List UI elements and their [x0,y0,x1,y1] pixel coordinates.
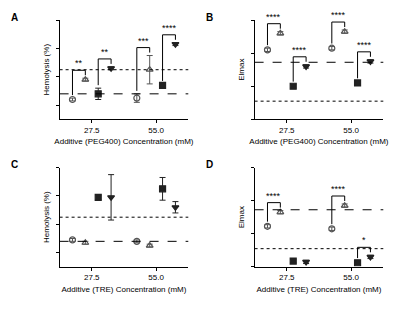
svg-text:****: **** [292,45,307,55]
svg-text:****: **** [331,184,346,194]
svg-text:55.0: 55.0 [148,273,164,282]
svg-text:Elmax: Elmax [237,59,246,81]
svg-text:Additive (PEG400) Concentratio: Additive (PEG400) Concentration (mM) [54,137,194,146]
svg-text:B: B [206,12,213,23]
svg-text:27.5: 27.5 [84,126,100,135]
svg-text:27.5: 27.5 [279,273,295,282]
svg-text:A: A [11,12,18,23]
svg-text:**: ** [101,47,109,57]
svg-text:****: **** [266,12,281,22]
svg-text:****: **** [331,10,346,20]
svg-text:55.0: 55.0 [148,126,164,135]
svg-text:27.5: 27.5 [84,273,100,282]
svg-text:Elmax: Elmax [237,206,246,228]
svg-text:Hemolysis (%): Hemolysis (%) [42,44,51,96]
svg-text:Hemolysis (%): Hemolysis (%) [42,191,51,243]
svg-text:**: ** [75,58,83,68]
svg-text:55.0: 55.0 [343,273,359,282]
svg-text:C: C [11,159,18,170]
svg-text:****: **** [162,23,177,33]
svg-text:Additive (TRE) Concentration (: Additive (TRE) Concentration (mM) [61,285,186,294]
svg-text:Additive (PEG400) Concentratio: Additive (PEG400) Concentration (mM) [249,137,389,146]
svg-text:D: D [206,159,213,170]
svg-text:27.5: 27.5 [279,126,295,135]
svg-text:****: **** [357,40,372,50]
svg-text:55.0: 55.0 [343,126,359,135]
svg-text:****: **** [266,191,281,201]
svg-text:Additive (TRE) Concentration (: Additive (TRE) Concentration (mM) [256,285,381,294]
svg-text:*: * [362,235,366,245]
svg-text:***: *** [138,36,149,46]
